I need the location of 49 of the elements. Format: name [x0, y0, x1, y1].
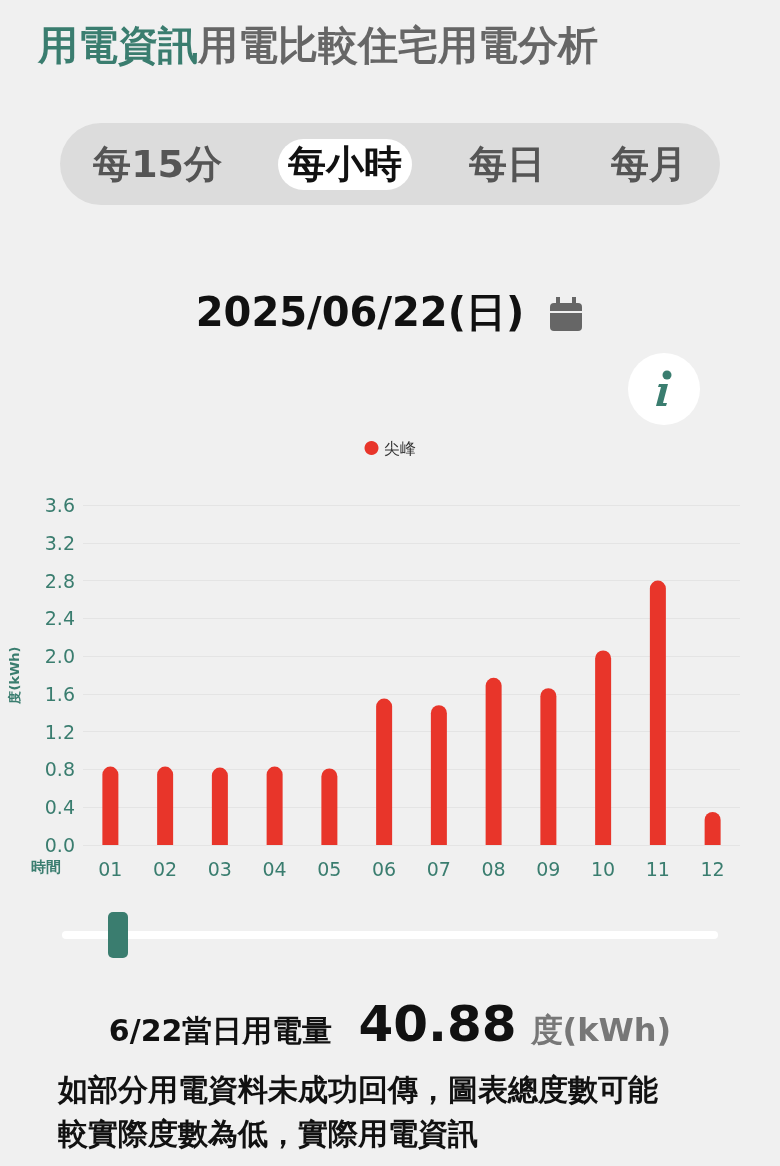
x-tick-label: 10 — [591, 857, 616, 880]
x-tick-label: 12 — [700, 857, 725, 880]
y-tick-label: 0.8 — [44, 758, 75, 781]
bar — [376, 698, 393, 845]
y-tick-label: 2.0 — [44, 645, 75, 668]
text: 每15分 — [92, 140, 223, 188]
text: 用電比較 — [198, 21, 358, 70]
y-axis-title: 度(kWh) — [7, 646, 22, 705]
bar — [485, 677, 502, 845]
y-tick-label: 0.0 — [44, 834, 75, 856]
y-tick-label: 0.4 — [44, 796, 75, 819]
bar — [321, 768, 338, 845]
bar — [704, 811, 721, 845]
bar — [595, 650, 612, 845]
x-tick-label: 11 — [645, 857, 670, 880]
bar — [649, 580, 666, 845]
y-tick-label: 1.2 — [44, 720, 75, 743]
x-tick-label: 04 — [262, 857, 287, 880]
text: 40.88 — [358, 995, 517, 1053]
text: 用電資訊 — [38, 21, 198, 70]
bar — [102, 766, 119, 845]
text: 每日 — [467, 140, 546, 188]
bar — [430, 705, 447, 845]
text: 6/22當日用電量 — [108, 1013, 333, 1048]
x-axis-title: 時間 — [31, 857, 61, 876]
text: 住宅用電分析 — [358, 21, 598, 70]
y-tick-label: 2.4 — [44, 607, 75, 630]
x-tick-label: 02 — [153, 857, 178, 880]
x-tick-label: 06 — [372, 857, 397, 880]
text: 如部分用電資料未成功回傳，圖表總度數可能較實際度數為低，實際用電資訊 — [58, 1071, 659, 1153]
text: 度(kWh) — [530, 1011, 672, 1049]
x-tick-label: 03 — [207, 857, 232, 880]
x-tick-label: 07 — [426, 857, 451, 880]
x-tick-label: 08 — [481, 857, 506, 880]
bar — [266, 766, 283, 845]
bar — [157, 766, 174, 845]
y-tick-label: 2.8 — [44, 569, 75, 592]
y-tick-label: 1.6 — [44, 682, 75, 705]
text: 每月 — [609, 140, 688, 188]
x-tick-label: 09 — [536, 857, 561, 880]
y-tick-label: 3.6 — [44, 494, 75, 516]
bar — [211, 767, 228, 845]
legend-label: 尖峰 — [383, 438, 416, 458]
bar — [540, 688, 557, 845]
chart-title: 2025/06/22(日) — [195, 289, 525, 335]
x-tick-label: 05 — [317, 857, 342, 880]
x-tick-label: 01 — [98, 857, 123, 880]
text: 每小時 — [278, 138, 413, 190]
y-tick-label: 3.2 — [44, 531, 75, 554]
